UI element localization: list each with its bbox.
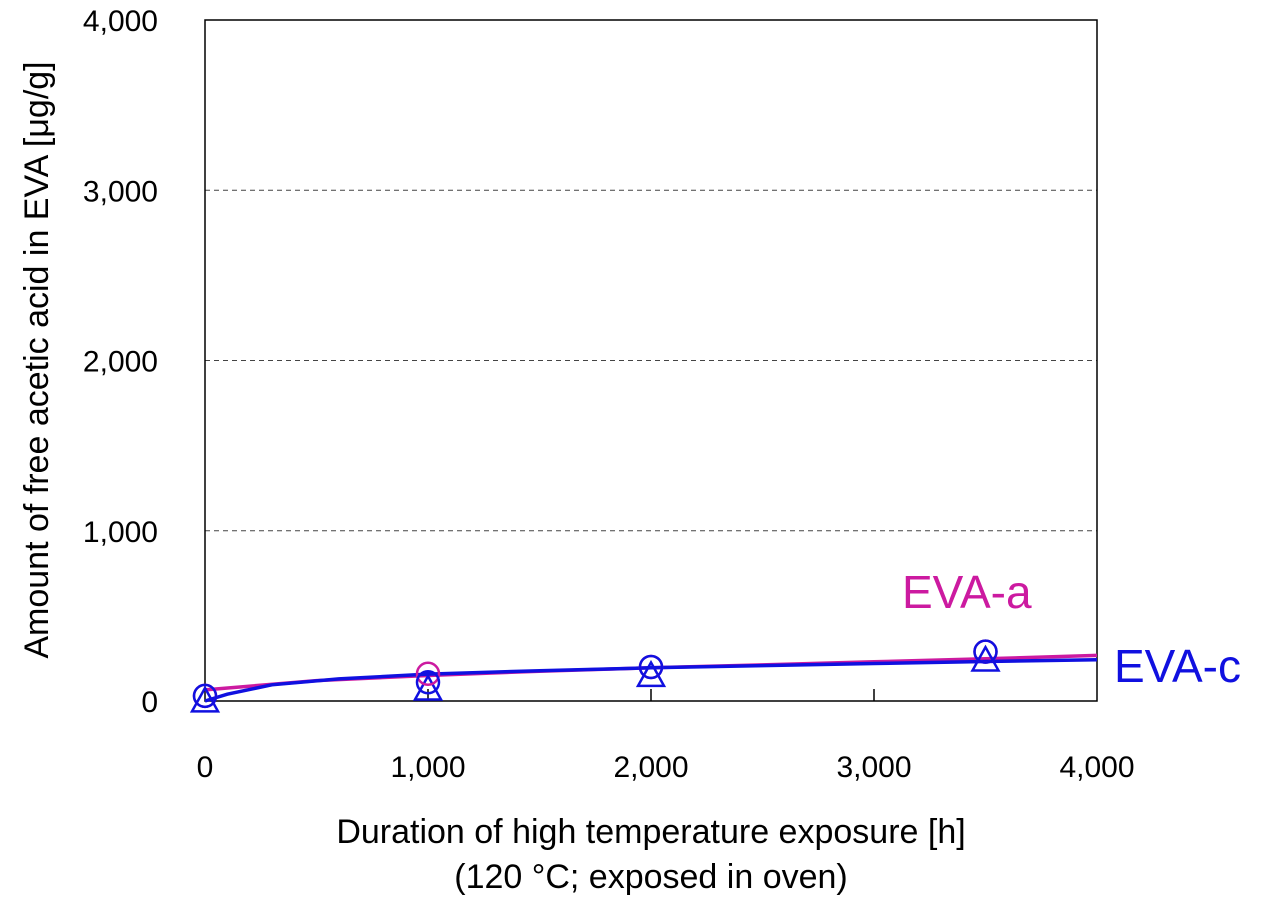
data-point-eva-c-triangle [970,644,1001,672]
x-axis-subtitle: (120 °C; exposed in oven) [454,858,848,896]
data-point-eva-a [415,661,441,687]
x-tick-label: 3,000 [836,751,911,784]
x-axis-title: Duration of high temperature exposure [h… [336,813,965,851]
data-point-eva-c-triangle [412,673,444,701]
y-axis-title: Amount of free acetic acid in EVA [μg/g] [18,61,56,658]
y-tick-label: 1,000 [83,516,158,549]
x-tick-label: 0 [197,751,214,784]
grid-lines [205,189,1097,532]
data-point-eva-c-circle [973,639,998,664]
data-point-eva-c-circle [192,683,218,709]
x-tick-label: 1,000 [390,751,465,784]
data-point-eva-c-circle [638,654,664,680]
y-tick-label: 2,000 [83,346,158,379]
y-tick-label: 4,000 [83,5,158,38]
tick-marks [427,689,875,701]
x-tick-label: 2,000 [613,751,688,784]
trend-line-eva-c [204,658,1098,703]
series-label-eva-a: EVA-a [902,566,1032,618]
data-point-eva-c-circle [415,670,441,695]
data-point-eva-c-triangle [635,659,667,688]
y-tick-label: 3,000 [83,175,158,208]
y-tick-label: 0 [141,686,158,719]
data-point-eva-c-triangle [189,685,221,713]
series-label-eva-c: EVA-c [1114,640,1241,692]
x-tick-label: 4,000 [1059,751,1134,784]
